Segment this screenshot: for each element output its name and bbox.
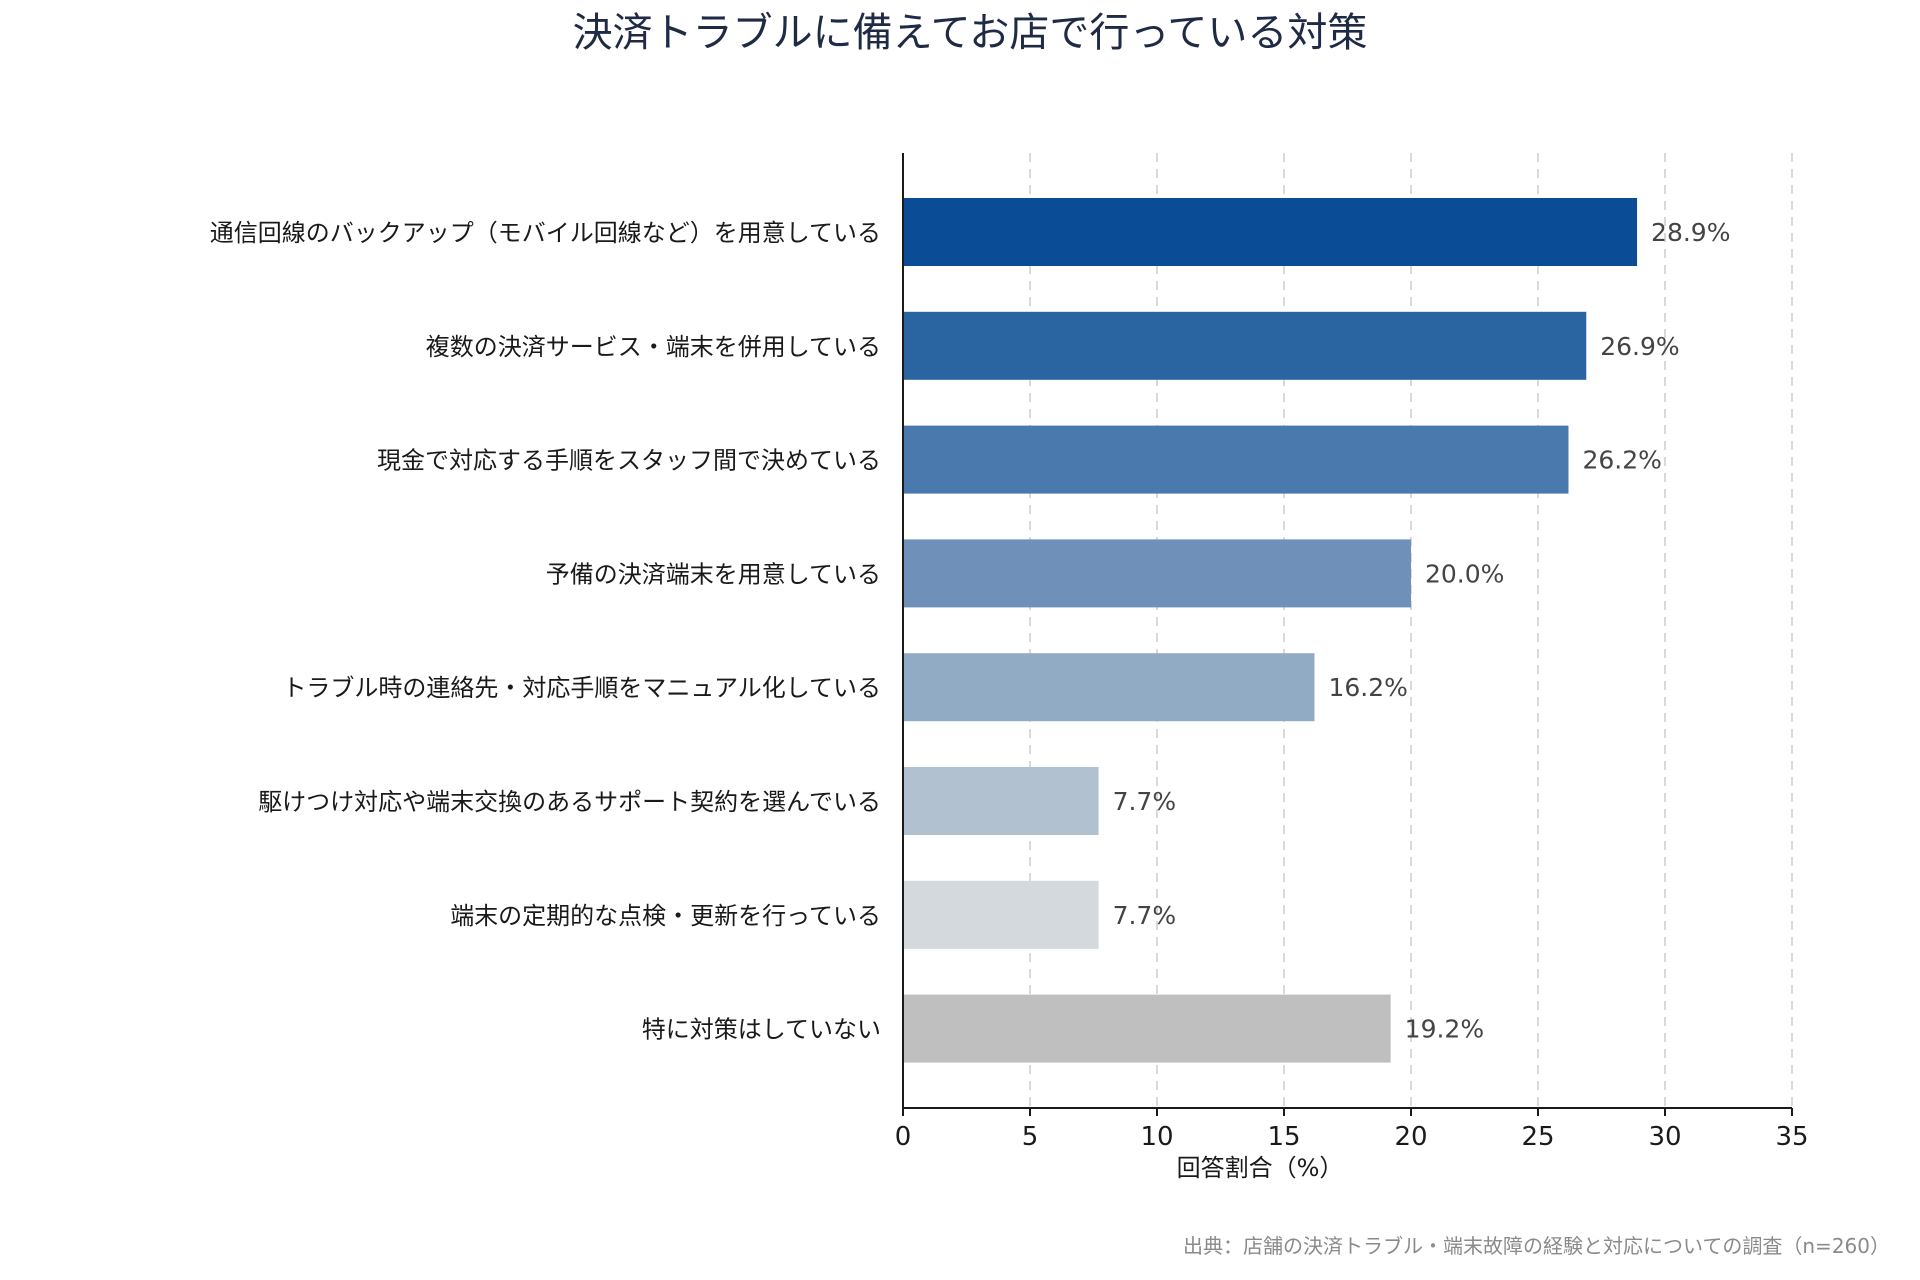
axes: 0 5 10 15 20 25 30 35 [895,153,1809,1152]
category-label-5: トラブル時の連絡先・対応手順をマニュアル化している [282,674,881,702]
x-tick-label-5: 5 [1022,1122,1039,1152]
bar-2 [903,311,1587,380]
x-axis-title: 回答割合（%） [1177,1154,1344,1182]
value-label-7: 7.7% [1113,901,1177,930]
x-tick-label-0: 0 [895,1122,912,1152]
value-label-1: 28.9% [1651,218,1730,247]
category-label-4: 予備の決済端末を用意している [546,560,881,588]
bar-4 [903,539,1411,608]
bars [903,198,1638,1063]
category-label-2: 複数の決済サービス・端末を併用している [426,333,881,361]
x-tick-label-35: 35 [1775,1122,1808,1152]
category-labels: 通信回線のバックアップ（モバイル回線など）を用意している複数の決済サービス・端末… [210,219,881,1044]
x-tick-label-10: 10 [1140,1122,1173,1152]
category-label-6: 駆けつけ対応や端末交換のあるサポート契約を選んでいる [258,788,881,816]
bar-8 [903,994,1391,1063]
category-label-1: 通信回線のバックアップ（モバイル回線など）を用意している [210,219,881,247]
x-tick-label-25: 25 [1521,1122,1554,1152]
x-tick-label-30: 30 [1648,1122,1681,1152]
grid-lines [1029,153,1793,1108]
x-tick-label-20: 20 [1394,1122,1427,1152]
bar-7 [903,880,1099,949]
source-note: 出典：店舗の決済トラブル・端末故障の経験と対応についての調査（n=260） [1183,1234,1890,1258]
x-tick-label-15: 15 [1267,1122,1300,1152]
bar-6 [903,767,1099,835]
bar-1 [903,198,1638,266]
category-label-3: 現金で対応する手順をスタッフ間で決めている [377,447,881,475]
value-label-8: 19.2% [1405,1015,1484,1044]
value-label-5: 16.2% [1328,673,1407,702]
category-label-7: 端末の定期的な点検・更新を行っている [450,902,881,930]
value-label-4: 20.0% [1425,559,1504,588]
bar-5 [903,653,1315,722]
bar-3 [903,425,1569,494]
value-label-3: 26.2% [1582,446,1661,475]
value-labels: 28.9% 26.9% 26.2% 20.0% 16.2% 7.7% 7.7% 19.2% [1113,218,1731,1044]
value-label-6: 7.7% [1113,787,1177,816]
category-label-8: 特に対策はしていない [642,1016,881,1044]
chart-title: 決済トラブルに備えてお店で行っている対策 [573,10,1368,56]
value-label-2: 26.9% [1600,332,1679,361]
